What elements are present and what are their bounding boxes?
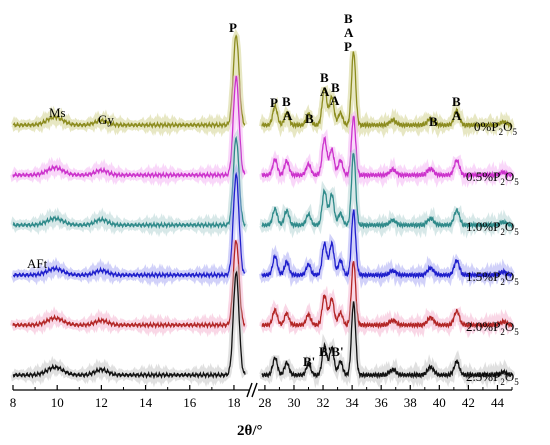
series-0-line-0: [12, 34, 246, 130]
peak-label-p2: P: [344, 39, 352, 54]
peak-label-a5: A: [344, 25, 354, 40]
axis-break-mark-1: [246, 382, 253, 398]
series-0-line-1: [261, 51, 513, 130]
x-left-tick-label-5: 18: [228, 395, 241, 410]
x-right-tick-label-6: 40: [433, 395, 446, 410]
peak-label-gy: Gy: [98, 112, 114, 127]
series-3: 1.5%P2O5: [11, 163, 519, 289]
axis-break-mark-2: [251, 382, 258, 398]
series-label-1: 0.5%P2O5: [466, 169, 519, 187]
peak-label-b5: B: [429, 114, 438, 129]
series-label-4: 2.0%P2O5: [466, 319, 519, 337]
series-layer: 0%P2O5 0.5%P2O5 1.0%P2O5 1.5%P2O5 2.0%P2O5 2.…: [10, 28, 519, 389]
series-5-glow-1: [259, 300, 515, 389]
x-right-tick-label-3: 34: [346, 395, 360, 410]
peak-label-a4: A: [452, 108, 462, 123]
series-3-line-1: [261, 209, 513, 280]
x-axis: 8 10 12 14 16 18 28 30 32 34 36 38 40 42 44: [10, 382, 513, 410]
peak-label-b6: B: [344, 11, 353, 26]
series-4: 2.0%P2O5: [10, 239, 519, 339]
peak-label-a3: A: [330, 93, 340, 108]
series-label-5: 2.5%P2O5: [466, 369, 519, 387]
series-5-line-0: [12, 270, 246, 380]
series-4-line-0: [12, 240, 246, 330]
series-label-2: 1.0%P2O5: [466, 219, 519, 237]
peak-label-b2: B: [305, 111, 314, 126]
peak-label-top-p: P: [229, 20, 237, 35]
series-1-line-0: [12, 75, 246, 180]
series-2-line-1: [261, 152, 513, 230]
x-axis-title: 2θ/°: [237, 423, 263, 439]
peak-label-b1: B: [282, 94, 291, 109]
peak-label-a1: A: [283, 108, 293, 123]
series-4-line-1: [261, 261, 513, 330]
x-right-tick-label-4: 36: [375, 395, 389, 410]
series-label-3: 1.5%P2O5: [466, 269, 519, 287]
x-right-tick-label-2: 32: [317, 395, 330, 410]
peak-label-bprime1: B': [303, 354, 315, 369]
annotation-layer: P Ms Gy AFt P B A B B A B A B A P B B A …: [27, 11, 462, 369]
series-0: 0%P2O5: [11, 28, 517, 139]
peak-label-b4: B: [331, 80, 340, 95]
peak-label-a2: A: [320, 84, 330, 99]
series-0-glow-0: [11, 28, 248, 138]
x-left-tick-label-1: 10: [51, 395, 64, 410]
x-left-tick-label-3: 14: [139, 395, 153, 410]
series-3-line-0: [12, 171, 246, 280]
peak-label-bprime2: B'B': [319, 344, 344, 359]
x-right-tick-label-8: 44: [491, 395, 505, 410]
x-right-tick-label-7: 42: [462, 395, 475, 410]
x-right-tick-label-1: 30: [288, 395, 301, 410]
peak-label-b3: B: [320, 70, 329, 85]
peak-label-p1: P: [270, 95, 278, 110]
x-right-tick-label-5: 38: [404, 395, 417, 410]
series-0-glow-1: [259, 50, 515, 139]
x-right-tick-label-0: 28: [258, 395, 271, 410]
peak-label-b7: B: [452, 94, 461, 109]
x-left-tick-label-4: 16: [183, 395, 197, 410]
series-1-line-1: [261, 115, 513, 180]
peak-label-aft: AFt: [27, 256, 48, 271]
series-label-0: 0%P2O5: [474, 119, 517, 137]
series-2: 1.0%P2O5: [10, 128, 519, 239]
x-left-tick-label-2: 12: [95, 395, 108, 410]
series-5-line-1: [261, 301, 513, 380]
x-left-tick-label-0: 8: [10, 395, 17, 410]
series-5: 2.5%P2O5: [10, 263, 519, 389]
series-2-line-0: [12, 135, 246, 230]
peak-label-ms: Ms: [49, 105, 66, 120]
series-1: 0.5%P2O5: [10, 74, 519, 189]
